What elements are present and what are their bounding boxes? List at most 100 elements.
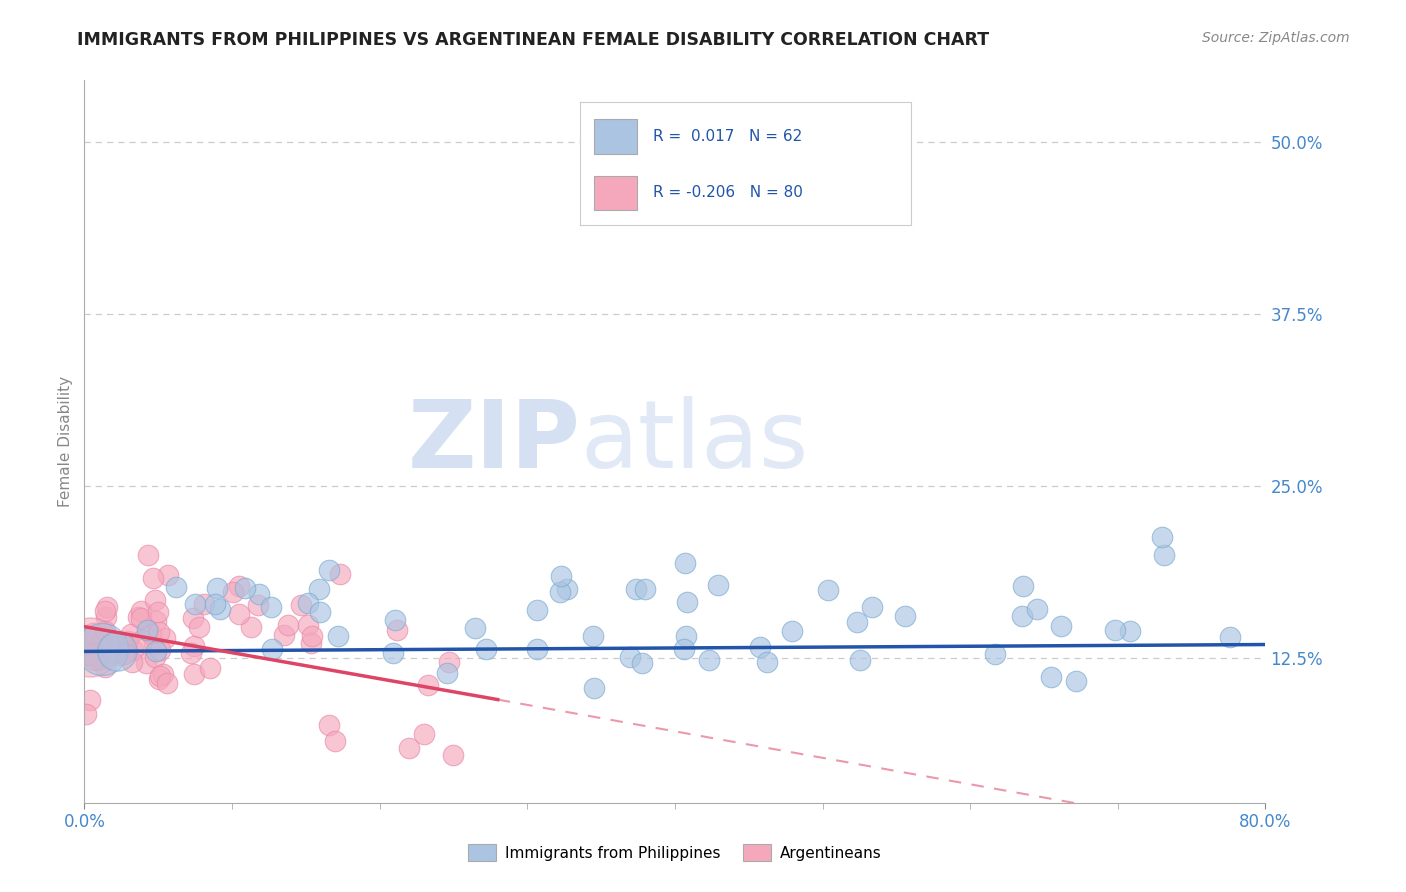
Point (309, 605, 332, 619)
Point (228, 579, 250, 593)
Point (110, 643, 132, 657)
Point (756, 656, 779, 670)
Point (673, 641, 696, 656)
Point (83, 652, 105, 666)
Point (117, 634, 139, 648)
Point (122, 642, 145, 657)
Point (205, 581, 228, 595)
Point (136, 548, 159, 562)
Point (526, 642, 548, 657)
Point (555, 582, 578, 596)
Point (247, 587, 270, 601)
Point (308, 582, 330, 596)
Y-axis label: Female Disability: Female Disability (58, 376, 73, 508)
Point (894, 608, 917, 623)
Point (260, 599, 283, 614)
Point (464, 621, 486, 635)
Point (136, 623, 159, 637)
Point (198, 661, 221, 675)
Point (139, 626, 162, 640)
Point (676, 595, 699, 609)
Point (143, 637, 166, 651)
Point (318, 718, 340, 732)
Point (204, 597, 226, 611)
Point (1026, 602, 1049, 616)
Point (634, 582, 657, 597)
Text: atlas: atlas (581, 395, 808, 488)
Point (437, 656, 460, 670)
Point (193, 597, 215, 611)
Point (398, 740, 420, 755)
Point (297, 596, 319, 610)
Point (110, 636, 132, 650)
Point (247, 598, 270, 612)
Point (96, 610, 118, 624)
Point (624, 582, 647, 596)
Point (143, 593, 166, 607)
Point (114, 645, 136, 659)
Point (82, 632, 104, 646)
Point (436, 665, 458, 680)
Point (619, 650, 641, 665)
Point (136, 624, 159, 638)
Point (262, 642, 284, 657)
Point (416, 678, 439, 692)
Point (297, 618, 319, 632)
Point (96, 600, 118, 615)
Point (143, 650, 166, 665)
Point (105, 646, 128, 660)
Point (239, 620, 262, 634)
Point (1064, 674, 1087, 689)
Point (96, 640, 118, 655)
Point (127, 610, 149, 624)
Point (1039, 670, 1062, 684)
Point (142, 570, 165, 584)
Point (1104, 623, 1126, 637)
Point (91, 641, 114, 656)
Point (233, 582, 256, 596)
Point (849, 652, 872, 666)
Point (443, 747, 465, 762)
Point (97, 638, 120, 652)
Point (382, 646, 405, 660)
Point (156, 676, 179, 690)
Point (135, 656, 157, 670)
Point (860, 600, 883, 615)
Point (846, 615, 869, 629)
Point (90, 636, 112, 650)
Point (156, 568, 179, 582)
Point (780, 624, 803, 639)
Point (149, 642, 172, 657)
Point (673, 557, 696, 571)
Point (634, 149, 657, 163)
Point (108, 648, 131, 663)
Point (105, 644, 128, 658)
Point (146, 605, 169, 619)
Point (329, 567, 352, 582)
Point (86, 653, 108, 667)
Point (77, 637, 100, 651)
Point (148, 673, 170, 687)
Point (79, 640, 101, 655)
Point (318, 563, 340, 577)
Point (550, 569, 572, 583)
Point (1050, 619, 1073, 633)
Point (301, 636, 323, 650)
Point (675, 629, 697, 643)
Point (582, 681, 605, 695)
Text: ZIP: ZIP (408, 395, 581, 488)
Point (183, 666, 205, 681)
Point (89, 651, 111, 665)
Point (699, 652, 721, 666)
Point (145, 614, 167, 628)
Point (475, 642, 498, 657)
Legend: Immigrants from Philippines, Argentineans: Immigrants from Philippines, Argentinean… (463, 838, 887, 867)
Point (121, 627, 143, 641)
Point (183, 611, 205, 625)
Point (706, 578, 728, 592)
Point (301, 629, 323, 643)
Point (183, 639, 205, 653)
Point (165, 580, 187, 594)
Point (131, 633, 153, 648)
Point (209, 601, 232, 615)
